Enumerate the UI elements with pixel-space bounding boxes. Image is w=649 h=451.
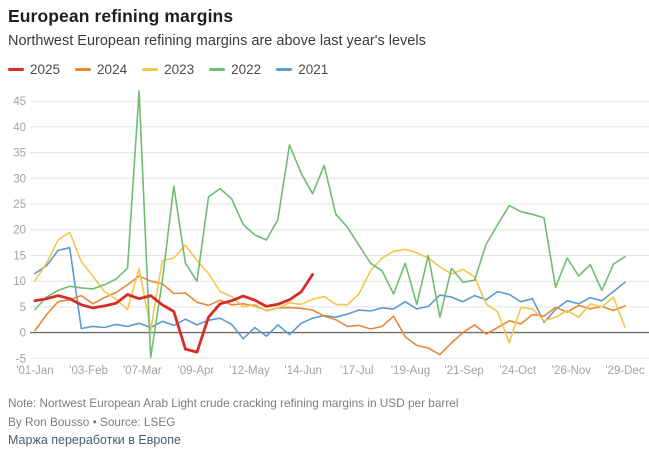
- legend-item-2023: 2023: [142, 62, 194, 77]
- legend-swatch-2025: [8, 68, 24, 71]
- y-tick-label: 10: [13, 276, 26, 288]
- legend-swatch-2024: [75, 68, 92, 71]
- legend-swatch-2023: [142, 68, 159, 71]
- x-tick-label: '07-Mar: [123, 365, 162, 377]
- x-tick-label: '03-Feb: [69, 365, 108, 377]
- y-tick-label: 30: [13, 173, 26, 185]
- y-tick-label: 35: [13, 148, 26, 160]
- chart-title: European refining margins: [8, 6, 234, 26]
- x-tick-label: '19-Aug: [391, 365, 430, 377]
- legend: 2025 2024 2023 2022 2021: [8, 62, 328, 77]
- chart-byline: By Ron Bousso • Source: LSEG: [8, 415, 176, 429]
- x-tick-label: '01-Jan: [16, 365, 53, 377]
- gridlines: [30, 100, 649, 359]
- series-lines: [33, 90, 626, 359]
- legend-item-2025: 2025: [8, 62, 60, 77]
- y-tick-label: -5: [16, 353, 26, 365]
- y-tick-label: 5: [20, 302, 26, 314]
- chart-note: Note: Nortwest European Arab Light crude…: [8, 396, 459, 410]
- x-tick-label: '17-Jul: [340, 365, 374, 377]
- legend-swatch-2022: [209, 68, 226, 71]
- legend-label-2023: 2023: [164, 62, 195, 77]
- y-tick-label: 40: [13, 122, 26, 134]
- legend-item-2022: 2022: [209, 62, 261, 77]
- legend-label-2022: 2022: [231, 62, 262, 77]
- line-chart: -5 0 5 10 15 20 25 30 35 40 45 '01-Jan '03-Feb '07-M…: [13, 90, 649, 377]
- y-tick-label: 15: [13, 251, 26, 263]
- x-tick-label: '26-Nov: [552, 365, 592, 377]
- x-tick-label: '24-Oct: [499, 365, 537, 377]
- x-tick-label: '09-Apr: [178, 365, 215, 377]
- legend-swatch-2021: [276, 68, 293, 71]
- y-tick-label: 45: [13, 96, 26, 108]
- x-tick-label: '21-Sep: [444, 365, 483, 377]
- chart-caption-ru: Маржа переработки в Европе: [8, 433, 181, 447]
- x-tick-label: '14-Jun: [285, 365, 322, 377]
- y-tick-label: 0: [20, 328, 26, 340]
- y-axis-labels: -5 0 5 10 15 20 25 30 35 40 45: [13, 96, 26, 365]
- series-line-2024: [34, 275, 626, 356]
- legend-label-2024: 2024: [97, 62, 128, 77]
- x-axis-labels: '01-Jan '03-Feb '07-Mar '09-Apr '12-May '14-J…: [16, 365, 645, 377]
- series-line-2022: [34, 90, 626, 359]
- legend-item-2024: 2024: [75, 62, 127, 77]
- legend-item-2021: 2021: [276, 62, 328, 77]
- series-line-2023: [34, 231, 626, 344]
- series-line-2021: [34, 246, 626, 340]
- x-tick-label: '29-Dec: [605, 365, 645, 377]
- x-tick-label: '12-May: [229, 365, 270, 377]
- y-tick-label: 20: [13, 225, 26, 237]
- series-line-2025: [33, 273, 315, 354]
- y-tick-label: 25: [13, 199, 26, 211]
- chart-subtitle: Northwest European refining margins are …: [8, 33, 426, 49]
- legend-label-2025: 2025: [30, 62, 61, 77]
- legend-label-2021: 2021: [298, 62, 329, 77]
